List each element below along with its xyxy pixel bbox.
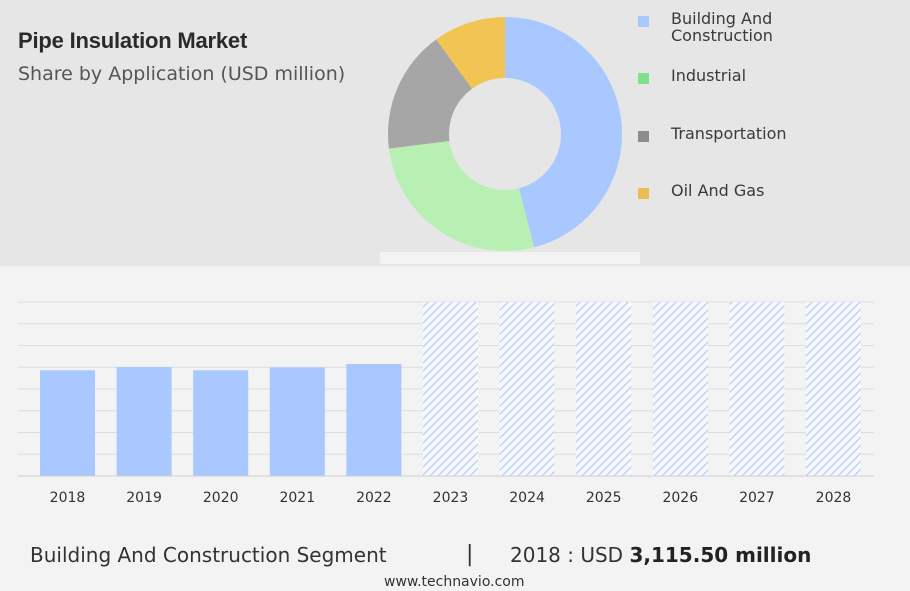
x-tick-label-2023: 2023	[433, 490, 469, 506]
bar-2019	[116, 367, 172, 476]
x-tick-label-2018: 2018	[50, 490, 86, 506]
legend-swatch-oil-gas	[638, 188, 649, 199]
forecast-bar-2026	[652, 302, 708, 476]
legend-item-building: Building And Construction	[638, 10, 851, 44]
bar-2018	[40, 370, 95, 476]
bar-2020	[193, 370, 249, 476]
legend-swatch-transportation	[638, 131, 649, 142]
legend-label-industrial: Industrial	[671, 66, 747, 85]
forecast-bar-2024	[499, 302, 555, 476]
x-tick-label-2024: 2024	[509, 490, 545, 506]
legend-label-building: Building And Construction	[671, 9, 773, 45]
donut-clip	[380, 252, 640, 264]
x-tick-label-2025: 2025	[586, 490, 622, 506]
legend-label-transportation: Transportation	[671, 124, 787, 143]
forecast-bar-2028	[806, 302, 861, 476]
donut-slice-building-and-construction	[505, 17, 622, 248]
donut-chart	[380, 17, 640, 264]
legend-item-industrial: Industrial	[638, 67, 851, 84]
x-tick-label-2020: 2020	[203, 490, 239, 506]
legend: Building And Construction Industrial Tra…	[638, 0, 910, 266]
chart-title: Pipe Insulation Market	[18, 28, 248, 53]
legend-item-transportation: Transportation	[638, 125, 851, 142]
website-link[interactable]: www.technavio.com	[384, 574, 525, 590]
bar-2022	[346, 364, 402, 476]
donut-slice-industrial	[388, 141, 535, 251]
x-tick-label-2028: 2028	[816, 490, 852, 506]
forecast-bar-2025	[576, 302, 632, 476]
chart-subtitle: Share by Application (USD million)	[18, 63, 346, 85]
footer-segment: Building And Construction Segment	[30, 543, 387, 567]
footer-amount: 3,115.50 million	[629, 543, 812, 567]
legend-label-oil-gas: Oil And Gas	[671, 181, 765, 200]
donut-slice-oil-and-gas	[436, 17, 505, 89]
footer-value: 2018 : USD 3,115.50 million	[510, 543, 811, 567]
legend-swatch-building	[638, 16, 649, 27]
forecast-bar-2027	[729, 302, 785, 476]
legend-swatch-industrial	[638, 73, 649, 84]
x-tick-label-2019: 2019	[126, 490, 162, 506]
footer-year-prefix: 2018 : USD	[510, 543, 624, 567]
x-tick-label-2027: 2027	[739, 490, 775, 506]
x-tick-label-2026: 2026	[662, 490, 698, 506]
x-tick-label-2022: 2022	[356, 490, 392, 506]
x-tick-label-2021: 2021	[279, 490, 315, 506]
legend-item-oil-gas: Oil And Gas	[638, 182, 851, 199]
bar-chart: 2018 2019 2020 2021 2022 2023 2024 2025 2026 2027…	[18, 301, 874, 506]
bar-2021	[269, 367, 325, 476]
forecast-bar-2023	[423, 302, 478, 476]
footer-separator: |	[466, 542, 474, 567]
donut-slice-transportation	[388, 39, 473, 149]
